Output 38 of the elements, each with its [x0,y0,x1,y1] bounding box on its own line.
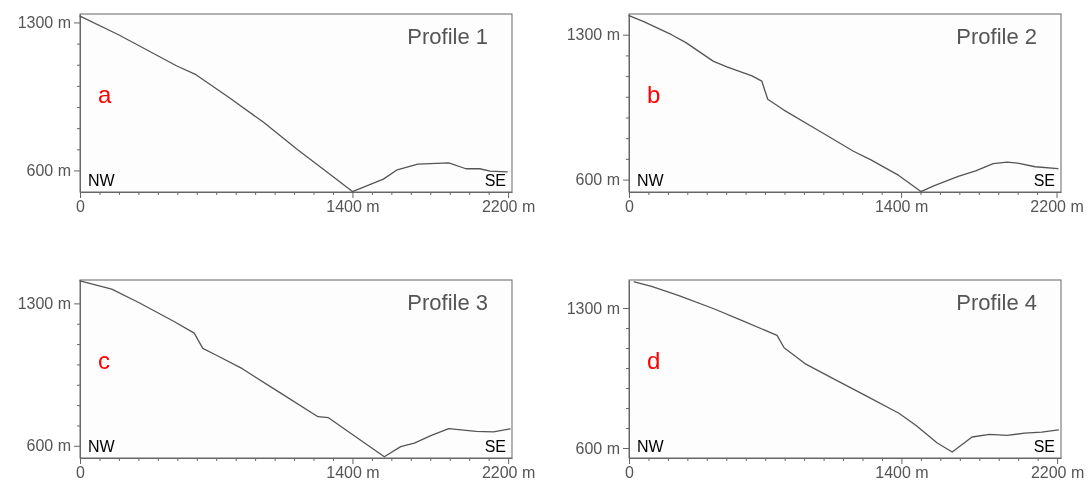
annotation: NW [637,172,665,189]
annotation: a [98,81,112,108]
x-tick-label: 1400 m [874,198,929,216]
annotation: SE [484,438,506,455]
line-series [633,281,1060,453]
annotation: b [647,81,661,108]
x-tick-label: 0 [625,198,635,216]
annotation: NW [88,172,116,189]
x-tick-label: 2200 m [1030,464,1085,482]
annotation: SE [1033,438,1055,455]
y-tick-label: 1300 m [566,26,620,44]
annotation: c [98,347,110,374]
x-tick-label: 1400 m [875,464,929,482]
y-tick-label: 600 m [575,171,620,189]
x-tick-label: 2200 m [481,464,536,482]
x-tick-label: 1400 m [326,198,380,216]
y-tick-label: 1300 m [17,14,71,32]
annotation: d [647,347,661,374]
x-tick-label: 0 [76,464,86,482]
y-tick-label: 1300 m [566,299,620,317]
annotation: NW [637,438,665,455]
y-tick-label: 600 m [26,162,71,180]
annotation: NW [88,438,116,455]
x-tick-label: 2200 m [481,198,536,216]
y-tick-label: 600 m [26,437,71,455]
x-tick-label: 1400 m [326,464,380,482]
x-tick-label: 0 [625,464,635,482]
chart-title: Profile 1 [407,24,488,49]
chart-title: Profile 2 [956,24,1037,49]
x-tick-label: 2200 m [1030,198,1084,216]
annotation: SE [484,172,506,189]
annotation: SE [1033,172,1055,189]
line-series [79,15,508,193]
text: Profile 3 [407,290,488,315]
chart-title: Profile 4 [956,290,1037,315]
y-tick-label: 600 m [575,439,620,457]
x-tick-label: 0 [76,198,86,216]
y-tick-label: 1300 m [17,295,71,313]
